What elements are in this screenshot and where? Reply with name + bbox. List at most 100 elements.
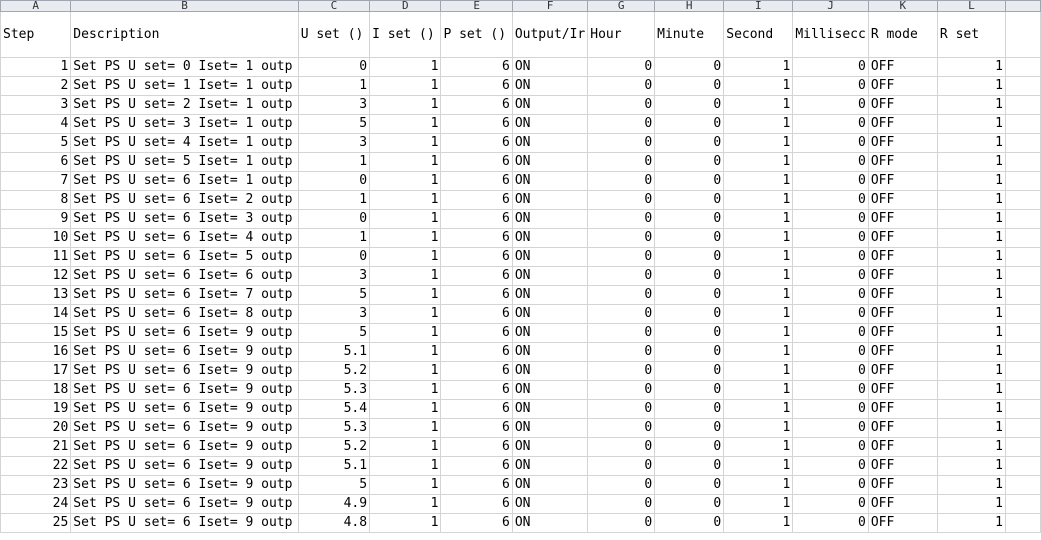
- cell[interactable]: 14: [0, 304, 72, 324]
- cell[interactable]: 19: [0, 399, 72, 419]
- cell[interactable]: 0: [654, 361, 725, 381]
- cell[interactable]: [1004, 418, 1041, 438]
- cell[interactable]: Set PS U set= 6 Iset= 9 outp: [70, 323, 299, 343]
- cell[interactable]: OFF: [867, 399, 938, 419]
- cell[interactable]: 1: [936, 437, 1006, 457]
- cell[interactable]: 5: [297, 475, 371, 495]
- cell[interactable]: 1: [369, 171, 442, 191]
- cell[interactable]: 0: [792, 323, 869, 343]
- cell[interactable]: OFF: [867, 76, 938, 96]
- cell[interactable]: 0: [654, 76, 725, 96]
- cell[interactable]: 6: [440, 475, 513, 495]
- cell[interactable]: 0: [587, 494, 656, 514]
- cell[interactable]: [1004, 190, 1041, 210]
- cell[interactable]: ON: [511, 152, 589, 172]
- cell[interactable]: 1: [369, 304, 442, 324]
- cell[interactable]: 5.2: [297, 437, 371, 457]
- cell[interactable]: 0: [654, 114, 725, 134]
- cell[interactable]: 1: [723, 228, 794, 248]
- cell[interactable]: 1: [369, 247, 442, 267]
- column-header-a[interactable]: A: [0, 0, 72, 12]
- cell[interactable]: [1004, 285, 1041, 305]
- cell[interactable]: 1: [723, 190, 794, 210]
- cell[interactable]: [1004, 437, 1041, 457]
- cell[interactable]: 6: [440, 418, 513, 438]
- cell[interactable]: 1: [723, 304, 794, 324]
- cell[interactable]: 0: [792, 57, 869, 77]
- cell[interactable]: 0: [792, 361, 869, 381]
- cell[interactable]: 1: [936, 399, 1006, 419]
- cell[interactable]: 0: [792, 456, 869, 476]
- cell[interactable]: 6: [440, 133, 513, 153]
- cell[interactable]: ON: [511, 247, 589, 267]
- cell[interactable]: 1: [723, 95, 794, 115]
- cell[interactable]: 0: [654, 133, 725, 153]
- cell[interactable]: 6: [440, 456, 513, 476]
- cell[interactable]: 3: [297, 95, 371, 115]
- cell[interactable]: 1: [723, 456, 794, 476]
- header-cell[interactable]: I set (): [369, 11, 442, 58]
- cell[interactable]: 1: [369, 399, 442, 419]
- cell[interactable]: 0: [297, 247, 371, 267]
- cell[interactable]: Set PS U set= 4 Iset= 1 outp: [70, 133, 299, 153]
- cell[interactable]: 0: [587, 304, 656, 324]
- cell[interactable]: 0: [587, 95, 656, 115]
- column-header-g[interactable]: G: [587, 0, 656, 12]
- cell[interactable]: ON: [511, 95, 589, 115]
- cell[interactable]: 1: [723, 361, 794, 381]
- cell[interactable]: OFF: [867, 152, 938, 172]
- cell[interactable]: Set PS U set= 6 Iset= 9 outp: [70, 494, 299, 514]
- cell[interactable]: 1: [936, 190, 1006, 210]
- cell[interactable]: 1: [936, 456, 1006, 476]
- cell[interactable]: 1: [369, 209, 442, 229]
- cell[interactable]: 1: [297, 152, 371, 172]
- cell[interactable]: 18: [0, 380, 72, 400]
- cell[interactable]: [1004, 247, 1041, 267]
- cell[interactable]: Set PS U set= 6 Iset= 9 outp: [70, 475, 299, 495]
- header-cell[interactable]: Millisecc: [792, 11, 869, 58]
- cell[interactable]: [1004, 323, 1041, 343]
- cell[interactable]: 1: [723, 323, 794, 343]
- cell[interactable]: 6: [440, 76, 513, 96]
- cell[interactable]: 1: [369, 57, 442, 77]
- cell[interactable]: [1004, 361, 1041, 381]
- header-cell[interactable]: Description: [70, 11, 299, 58]
- cell[interactable]: 0: [792, 247, 869, 267]
- cell[interactable]: 1: [936, 304, 1006, 324]
- cell[interactable]: 7: [0, 171, 72, 191]
- cell[interactable]: 1: [723, 133, 794, 153]
- cell[interactable]: 0: [792, 190, 869, 210]
- cell[interactable]: OFF: [867, 285, 938, 305]
- cell[interactable]: 6: [440, 247, 513, 267]
- cell[interactable]: 1: [936, 247, 1006, 267]
- cell[interactable]: 0: [792, 95, 869, 115]
- cell[interactable]: 1: [936, 57, 1006, 77]
- cell[interactable]: 1: [936, 475, 1006, 495]
- column-header-c[interactable]: C: [297, 0, 371, 12]
- cell[interactable]: 0: [792, 209, 869, 229]
- cell[interactable]: 0: [654, 304, 725, 324]
- cell[interactable]: 1: [723, 513, 794, 533]
- cell[interactable]: 0: [587, 342, 656, 362]
- cell[interactable]: 1: [369, 513, 442, 533]
- cell[interactable]: 0: [587, 76, 656, 96]
- cell[interactable]: 6: [440, 190, 513, 210]
- cell[interactable]: 0: [792, 399, 869, 419]
- cell[interactable]: 6: [440, 494, 513, 514]
- cell[interactable]: 0: [654, 437, 725, 457]
- cell[interactable]: 0: [654, 475, 725, 495]
- cell[interactable]: 0: [587, 513, 656, 533]
- cell[interactable]: ON: [511, 285, 589, 305]
- cell[interactable]: 0: [792, 285, 869, 305]
- header-cell[interactable]: R mode: [867, 11, 938, 58]
- cell[interactable]: 1: [936, 266, 1006, 286]
- cell[interactable]: 0: [654, 209, 725, 229]
- cell[interactable]: Set PS U set= 6 Iset= 4 outp: [70, 228, 299, 248]
- cell[interactable]: OFF: [867, 342, 938, 362]
- cell[interactable]: ON: [511, 437, 589, 457]
- cell[interactable]: [1004, 57, 1041, 77]
- cell[interactable]: OFF: [867, 361, 938, 381]
- cell[interactable]: 0: [654, 57, 725, 77]
- cell[interactable]: OFF: [867, 475, 938, 495]
- cell[interactable]: OFF: [867, 456, 938, 476]
